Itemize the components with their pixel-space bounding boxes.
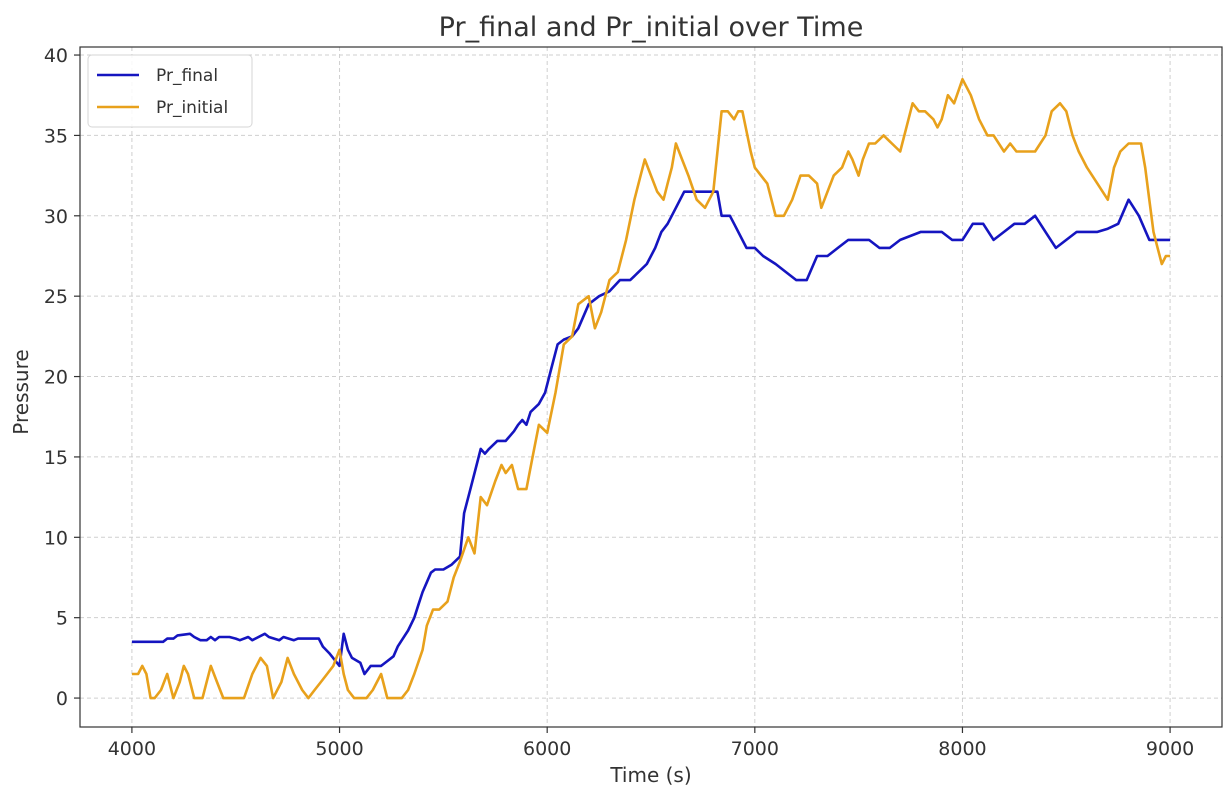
x-tick-label: 5000 [315, 738, 363, 760]
y-tick-label: 10 [44, 527, 68, 549]
grid [80, 47, 1222, 727]
y-tick-label: 15 [44, 447, 68, 469]
y-tick-label: 5 [56, 608, 68, 630]
x-tick-label: 7000 [731, 738, 779, 760]
y-tick-label: 20 [44, 367, 68, 389]
x-tick-label: 4000 [108, 738, 156, 760]
x-tick-label: 9000 [1146, 738, 1194, 760]
series-line-pr-final [131, 190, 1171, 676]
series-group [131, 77, 1171, 700]
chart-title: Pr_final and Pr_initial over Time [439, 12, 864, 43]
y-tick-label: 40 [44, 45, 68, 67]
legend: Pr_final Pr_initial [87, 54, 253, 128]
legend-label: Pr_final [156, 66, 218, 86]
series-line-pr-initial [131, 77, 1171, 700]
y-tick-label: 25 [44, 286, 68, 308]
x-axis: 4000 5000 6000 7000 8000 9000 [108, 727, 1194, 760]
y-tick-label: 35 [44, 125, 68, 147]
y-axis-label: Pressure [9, 349, 33, 434]
legend-label: Pr_initial [156, 98, 228, 118]
y-tick-label: 0 [56, 688, 68, 710]
x-axis-label: Time (s) [609, 763, 691, 787]
legend-box [87, 54, 253, 128]
plot-frame [79, 46, 1223, 728]
y-tick-label: 30 [44, 206, 68, 228]
y-axis: 0 5 10 15 20 25 30 35 40 [44, 45, 80, 710]
x-tick-label: 8000 [938, 738, 986, 760]
x-tick-label: 6000 [523, 738, 571, 760]
